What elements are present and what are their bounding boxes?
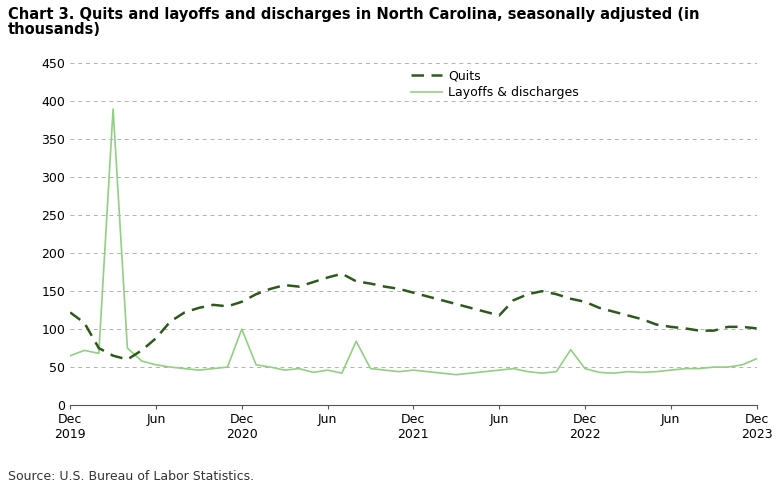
Text: Source: U.S. Bureau of Labor Statistics.: Source: U.S. Bureau of Labor Statistics.: [8, 470, 254, 483]
Text: Chart 3. Quits and layoffs and discharges in North Carolina, seasonally adjusted: Chart 3. Quits and layoffs and discharge…: [8, 7, 700, 22]
Text: thousands): thousands): [8, 22, 101, 37]
Legend: Quits, Layoffs & discharges: Quits, Layoffs & discharges: [410, 70, 579, 100]
